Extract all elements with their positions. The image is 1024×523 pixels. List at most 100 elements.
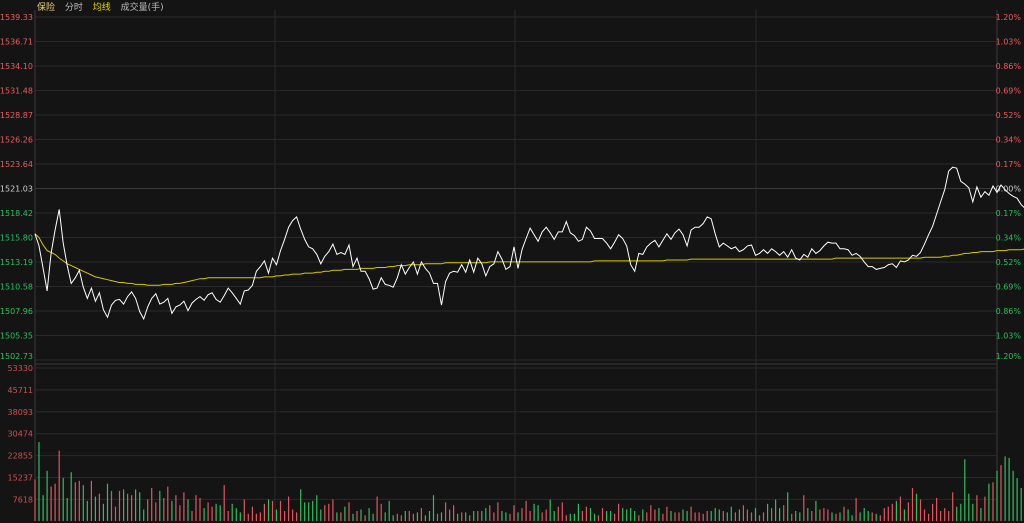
volume-bar	[734, 512, 736, 521]
volume-bar	[275, 509, 278, 521]
price-tick-label: 1528.87	[0, 111, 33, 120]
volume-bar	[420, 508, 422, 521]
volume-bar	[746, 509, 748, 521]
volume-bar	[960, 503, 962, 521]
volume-bar	[799, 512, 801, 521]
volume-bar	[622, 508, 624, 521]
volume-bar	[147, 499, 149, 521]
volume-bar	[883, 508, 885, 521]
percent-tick-label: 0.17%	[996, 209, 1022, 218]
volume-bar	[1012, 470, 1014, 521]
volume-bar	[243, 499, 245, 521]
volume-bar	[638, 515, 640, 521]
volume-bar	[364, 515, 366, 521]
legend-item-intraday[interactable]: 分时	[64, 3, 83, 13]
legend-item-insurance[interactable]: 保险	[37, 3, 56, 13]
volume-bar	[312, 500, 314, 521]
average-price-line	[34, 233, 1024, 286]
volume-bars	[34, 442, 1022, 521]
volume-bar	[424, 515, 426, 521]
volume-bar	[159, 490, 161, 521]
volume-bar	[529, 511, 531, 521]
volume-bar	[887, 506, 889, 521]
volume-bar	[823, 508, 825, 521]
volume-bar	[131, 495, 133, 521]
percent-tick-label: 0.34%	[996, 234, 1022, 243]
volume-bar	[807, 508, 809, 521]
volume-bar	[738, 509, 740, 521]
volume-bar	[151, 488, 153, 521]
volume-bar	[593, 513, 596, 521]
price-tick-label: 1534.10	[0, 62, 33, 71]
volume-bar	[38, 442, 40, 521]
volume-bar	[557, 506, 559, 521]
volume-bar	[976, 495, 978, 521]
volume-bar	[750, 512, 753, 521]
volume-bar	[58, 450, 60, 521]
volume-bar	[533, 503, 535, 521]
volume-bar	[445, 502, 447, 521]
percent-tick-label: 1.03%	[996, 332, 1022, 341]
volume-bar	[811, 511, 813, 521]
volume-bar	[223, 485, 225, 521]
price-axis: 1539.33 1536.71 1534.10 1531.48 1528.87 1526.…	[0, 13, 33, 361]
volume-bar	[509, 513, 511, 521]
volume-bar	[722, 511, 724, 521]
volume-bar	[82, 485, 84, 521]
volume-bar	[835, 513, 837, 521]
volume-bar	[404, 511, 406, 521]
volume-bar	[561, 502, 563, 521]
volume-bar	[803, 495, 805, 521]
price-tick-label: 1531.48	[0, 87, 33, 96]
volume-bar	[714, 508, 716, 521]
volume-bar	[501, 511, 503, 521]
percent-tick-label: 0.52%	[996, 111, 1022, 120]
volume-bar	[988, 483, 990, 521]
volume-tick-label: 45711	[8, 386, 33, 395]
volume-bar	[396, 513, 398, 521]
volume-bar	[944, 508, 946, 521]
volume-bar	[372, 513, 374, 521]
volume-bar	[139, 492, 141, 521]
volume-bar	[118, 490, 121, 521]
volume-bar	[70, 472, 72, 521]
percent-tick-label: 0.17%	[996, 160, 1022, 169]
volume-bar	[787, 492, 789, 521]
volume-bar	[94, 496, 96, 521]
legend-item-volume[interactable]: 成交量(手)	[120, 3, 164, 13]
volume-bar	[412, 513, 414, 521]
volume-bar	[183, 492, 185, 521]
volume-bar	[251, 506, 253, 521]
volume-bar	[875, 513, 877, 521]
volume-bar	[585, 506, 587, 521]
volume-bar	[279, 500, 282, 521]
volume-bar	[545, 509, 547, 521]
volume-bar	[863, 508, 865, 521]
volume-bar	[847, 509, 849, 521]
volume-bar	[771, 508, 773, 521]
volume-bar	[915, 493, 918, 521]
volume-bar	[549, 499, 551, 521]
volume-bar	[34, 479, 36, 521]
volume-bar	[936, 498, 938, 521]
volume-bar	[996, 470, 998, 521]
volume-bar	[815, 500, 817, 521]
volume-bar	[428, 511, 431, 521]
volume-bar	[135, 489, 137, 521]
volume-bar	[891, 503, 893, 521]
volume-bar	[783, 505, 785, 521]
volume-bar	[203, 508, 205, 521]
volume-bar	[360, 509, 362, 521]
volume-bar	[662, 513, 664, 521]
volume-bar	[819, 509, 821, 521]
volume-bar	[324, 505, 326, 521]
volume-bar	[465, 512, 467, 521]
legend-item-average-line[interactable]: 均线	[92, 3, 111, 13]
volume-bar	[384, 512, 386, 521]
volume-bar	[62, 478, 64, 521]
volume-bar	[416, 512, 418, 521]
volume-bar	[895, 500, 897, 521]
volume-bar	[1000, 465, 1002, 521]
volume-bar	[537, 505, 539, 521]
